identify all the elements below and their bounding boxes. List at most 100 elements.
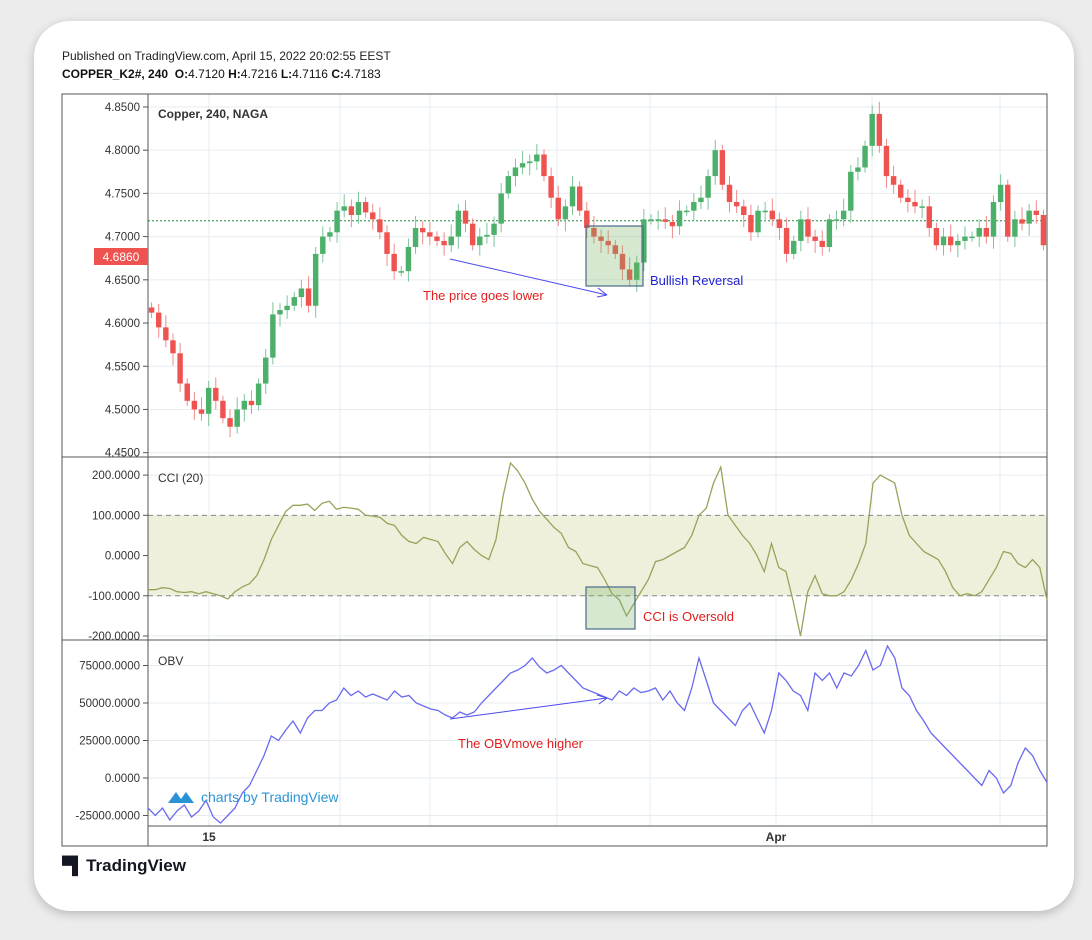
candle — [298, 279, 305, 308]
cci-tick-label: 100.0000 — [92, 510, 140, 522]
candle — [527, 154, 533, 176]
candle — [805, 207, 811, 244]
candle — [291, 291, 297, 311]
obv-tick-label: -25000.0000 — [75, 811, 140, 823]
candle — [919, 199, 925, 219]
candle — [648, 214, 654, 225]
candle — [498, 183, 504, 233]
tradingview-logo: ▀▌ TradingView — [62, 856, 186, 876]
obv-tick-label: 0.0000 — [105, 773, 140, 785]
current-price-value: 4.6860 — [103, 250, 140, 264]
price-tick-label: 4.5500 — [105, 361, 140, 373]
candle — [626, 257, 633, 287]
candle — [798, 210, 804, 252]
candle — [905, 189, 911, 213]
tradingview-logo-icon: ▀▌ — [62, 856, 84, 875]
candle — [327, 227, 333, 242]
candle — [591, 215, 597, 244]
cci-pane-title: CCI (20) — [158, 471, 203, 485]
candle — [427, 221, 433, 246]
tradingview-logo-text: TradingView — [86, 856, 186, 875]
candle — [519, 151, 526, 175]
low-label: L: — [280, 67, 293, 81]
candle — [762, 202, 768, 222]
obv-higher-arrow — [449, 697, 608, 720]
price-lower-arrow — [449, 258, 608, 296]
candle — [790, 235, 797, 260]
candle — [612, 240, 619, 260]
candle — [976, 219, 982, 247]
candle — [890, 165, 897, 194]
candle — [869, 105, 875, 157]
candle — [712, 139, 718, 185]
candle — [584, 202, 590, 239]
candle — [655, 210, 661, 230]
candle — [862, 140, 868, 173]
price-tick-label: 4.6500 — [105, 275, 140, 287]
candle — [434, 231, 440, 247]
candle — [933, 222, 940, 251]
candle — [248, 390, 255, 414]
price-tick-label: 4.4500 — [105, 448, 140, 460]
candle — [569, 176, 576, 215]
candle — [505, 170, 512, 199]
candle — [669, 215, 676, 239]
price-tick-label: 4.7500 — [105, 188, 140, 200]
cci-tick-label: -100.0000 — [88, 591, 140, 603]
candle — [512, 158, 519, 187]
candle — [997, 174, 1004, 211]
candle — [598, 229, 604, 254]
candle — [163, 315, 169, 348]
candle — [241, 393, 248, 422]
obv-line — [147, 644, 1048, 824]
price-tick-label: 4.7000 — [105, 232, 140, 244]
candle — [1019, 207, 1025, 231]
cci-band — [148, 515, 1047, 596]
candle — [833, 210, 840, 230]
candle — [548, 167, 554, 209]
candle — [419, 221, 426, 245]
candle — [220, 395, 226, 424]
candle — [362, 196, 369, 218]
price-lower-note: The price goes lower — [423, 288, 544, 303]
candle — [1026, 203, 1032, 236]
high-label: H: — [228, 67, 241, 81]
candle — [348, 199, 355, 228]
cloud-logo-icon — [168, 792, 194, 803]
candle — [227, 409, 233, 438]
candle — [855, 157, 861, 181]
candle — [898, 179, 904, 203]
price-tick-label: 4.8500 — [105, 102, 140, 114]
candle — [398, 265, 405, 277]
current-price-tag — [94, 248, 148, 265]
obv-pane-title: OBV — [158, 654, 183, 668]
candle — [255, 378, 262, 411]
candle — [541, 149, 547, 182]
candle — [955, 234, 961, 258]
cci-tick-label: 0.0000 — [105, 551, 140, 563]
candle — [377, 207, 383, 240]
candle — [284, 295, 290, 319]
candle — [940, 227, 947, 256]
candle — [576, 181, 583, 216]
candle — [1012, 210, 1018, 247]
candle — [605, 230, 611, 254]
candle — [926, 195, 932, 237]
obv-axis: 75000.0000 50000.0000 25000.0000 0.0000 -250… — [75, 661, 148, 823]
candle — [355, 191, 362, 224]
ohlc-line: COPPER_K2#, 240 O:4.7120 H:4.7216 L:4.71… — [62, 67, 381, 81]
candle — [698, 185, 704, 209]
candle — [305, 276, 312, 313]
candle — [562, 199, 569, 232]
candle — [912, 189, 918, 214]
candle — [969, 231, 975, 242]
candle — [769, 198, 776, 227]
price-axis: 4.8500 4.8000 4.7500 4.7000 4.6500 4.6000 4.55… — [105, 102, 148, 460]
candle — [733, 189, 740, 214]
candle — [848, 164, 854, 223]
candle — [384, 225, 390, 266]
candle — [198, 397, 205, 421]
open-value: 4.7120 — [188, 67, 225, 81]
candle — [947, 224, 954, 253]
